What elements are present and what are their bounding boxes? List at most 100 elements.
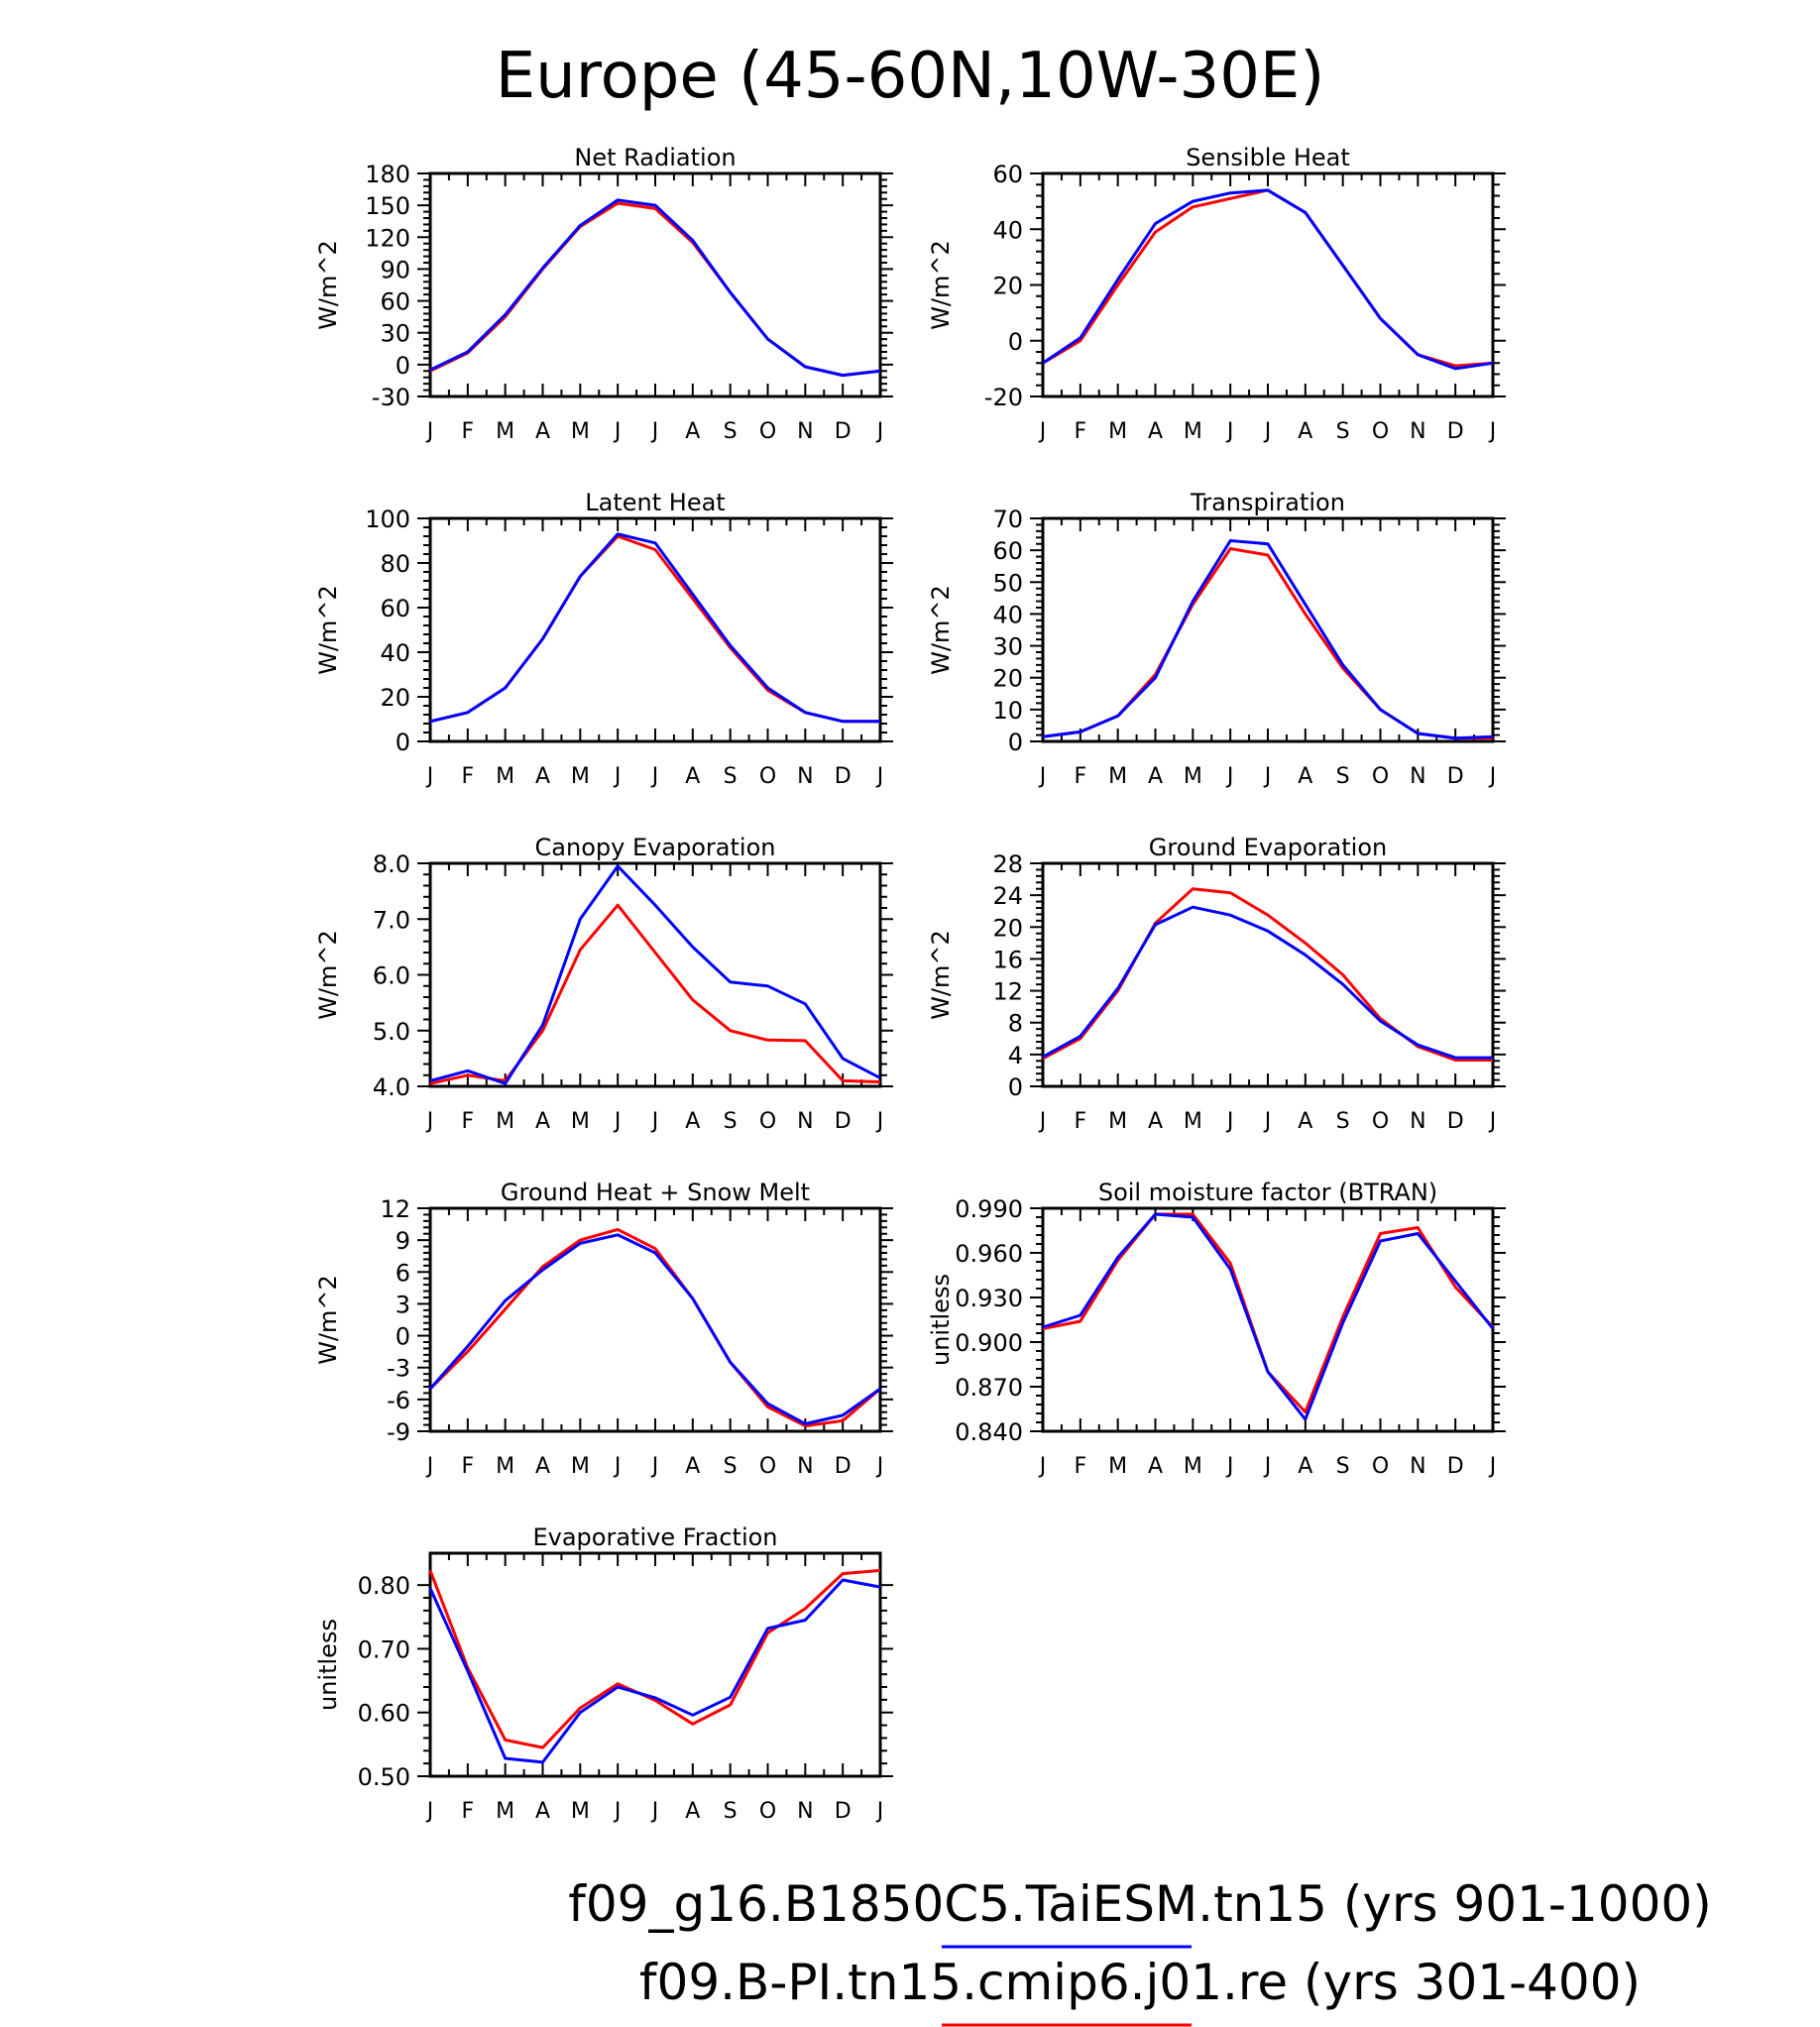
x-tick-label: D xyxy=(835,419,852,444)
x-tick-label: J xyxy=(875,1454,884,1479)
x-tick-label: J xyxy=(613,1799,622,1824)
x-tick-label: A xyxy=(685,1109,700,1134)
chart-soil-moisture-factor-btran: J F M A M J J A S O N D J0.8400.8700.9000.9300.9600.… xyxy=(927,1179,1506,1479)
x-tick-label: M xyxy=(496,1109,514,1134)
x-tick-label: J xyxy=(1488,764,1497,789)
x-tick-label: A xyxy=(1148,1454,1163,1479)
x-tick-label: D xyxy=(1447,419,1464,444)
x-tick-label: N xyxy=(1410,1109,1425,1134)
y-tick-label: 0.840 xyxy=(955,1418,1023,1446)
x-tick-label: A xyxy=(685,1454,700,1479)
panel-title: Net Radiation xyxy=(574,144,736,171)
y-tick-label: 20 xyxy=(380,684,410,712)
chart-canopy-evaporation: J F M A M J J A S O N D J4.05.06.07.08.0W/m^2Canopy … xyxy=(314,834,893,1134)
y-tick-label: 0.60 xyxy=(358,1700,410,1728)
x-tick-label: A xyxy=(685,419,700,444)
x-tick-label: J xyxy=(1038,1109,1047,1134)
series-line-red xyxy=(1042,887,1493,1062)
x-tick-label: A xyxy=(1148,764,1163,789)
x-tick-label: S xyxy=(724,1799,738,1824)
y-tick-label: 60 xyxy=(992,537,1023,565)
page-title: Europe (45-60N,10W-30E) xyxy=(496,40,1325,113)
x-tick-label: S xyxy=(1336,1109,1350,1134)
plot-frame xyxy=(428,861,882,1088)
x-tick-label: M xyxy=(571,1109,590,1134)
y-tick-label: 180 xyxy=(365,161,410,188)
x-tick-label: A xyxy=(535,1799,550,1824)
series-line-red xyxy=(429,201,881,378)
y-tick-label: 0.990 xyxy=(955,1195,1023,1223)
y-axis-label: unitless xyxy=(927,1274,955,1366)
x-tick-label: S xyxy=(724,1454,738,1479)
x-tick-label: J xyxy=(875,764,884,789)
x-tick-label: A xyxy=(535,419,550,444)
y-tick-label: 0 xyxy=(396,729,410,756)
x-tick-label: M xyxy=(1184,1454,1202,1479)
y-tick-label: 30 xyxy=(992,633,1023,661)
x-tick-label: J xyxy=(1263,764,1272,789)
x-tick-label: N xyxy=(797,1454,813,1479)
panel-title: Evaporative Fraction xyxy=(532,1523,777,1551)
x-tick-label: N xyxy=(797,764,813,789)
y-tick-label: 24 xyxy=(992,882,1023,910)
x-tick-label: S xyxy=(724,419,738,444)
y-tick-label: 0 xyxy=(396,352,410,380)
y-tick-label: 0 xyxy=(1008,1073,1023,1101)
x-tick-label: F xyxy=(462,1109,475,1134)
y-tick-label: 10 xyxy=(992,697,1023,725)
y-tick-label: 16 xyxy=(992,946,1023,973)
x-tick-label: F xyxy=(1075,419,1087,444)
x-tick-label: O xyxy=(759,419,776,444)
chart-panels: J F M A M J J A S O N D J-300306090120150180W/m^2Net… xyxy=(314,144,1506,1824)
y-axis-label: W/m^2 xyxy=(314,585,342,675)
legend-label: f09_g16.B1850C5.TaiESM.tn15 (yrs 901-100… xyxy=(568,1875,1711,1933)
series-line-red xyxy=(428,1227,881,1428)
x-tick-label: O xyxy=(759,764,776,789)
x-tick-label: J xyxy=(1225,1109,1234,1134)
y-tick-label: 5.0 xyxy=(373,1018,410,1046)
x-tick-label: J xyxy=(875,1799,884,1824)
panel-title: Transpiration xyxy=(1190,489,1345,516)
chart-net-radiation: J F M A M J J A S O N D J-300306090120150180W/m^2Net… xyxy=(314,144,893,444)
y-tick-label: 0 xyxy=(1008,729,1023,756)
x-tick-label: N xyxy=(1410,419,1425,444)
y-tick-label: -20 xyxy=(984,384,1023,411)
x-tick-label: J xyxy=(1038,419,1047,444)
x-tick-label: O xyxy=(759,1454,776,1479)
x-tick-label: J xyxy=(613,764,622,789)
y-tick-label: 60 xyxy=(380,288,410,316)
x-tick-label: N xyxy=(1410,1454,1425,1479)
x-tick-label: M xyxy=(571,1799,590,1824)
x-tick-label: F xyxy=(1075,1454,1087,1479)
chart-transpiration: J F M A M J J A S O N D J010203040506070W/m^2Transpi… xyxy=(927,489,1506,789)
series-line-blue xyxy=(1042,1212,1495,1421)
x-tick-label: A xyxy=(1298,1454,1312,1479)
x-tick-label: A xyxy=(1298,764,1312,789)
x-tick-label: A xyxy=(1298,1109,1312,1134)
x-tick-label: M xyxy=(571,764,590,789)
x-tick-label: D xyxy=(835,1109,852,1134)
y-tick-label: 12 xyxy=(992,978,1023,1006)
series-line-blue xyxy=(428,1233,881,1425)
x-tick-label: S xyxy=(724,764,738,789)
x-tick-label: J xyxy=(1263,419,1272,444)
x-tick-label: J xyxy=(425,764,434,789)
x-tick-label: S xyxy=(1336,1454,1350,1479)
x-tick-label: J xyxy=(1488,1454,1497,1479)
y-tick-label: -9 xyxy=(387,1418,410,1446)
y-tick-label: 50 xyxy=(992,569,1023,597)
panel-title: Latent Heat xyxy=(585,489,725,516)
x-tick-label: M xyxy=(496,1454,514,1479)
x-tick-label: J xyxy=(1488,419,1497,444)
x-tick-label: J xyxy=(425,1799,434,1824)
x-tick-label: O xyxy=(1372,764,1389,789)
x-tick-label: J xyxy=(1225,419,1234,444)
panel-title: Soil moisture factor (BTRAN) xyxy=(1098,1179,1437,1206)
x-tick-label: M xyxy=(571,419,590,444)
x-tick-label: F xyxy=(462,764,475,789)
series-line-blue xyxy=(429,532,880,724)
y-tick-label: 6 xyxy=(396,1259,410,1287)
panel-title: Canopy Evaporation xyxy=(535,834,776,861)
